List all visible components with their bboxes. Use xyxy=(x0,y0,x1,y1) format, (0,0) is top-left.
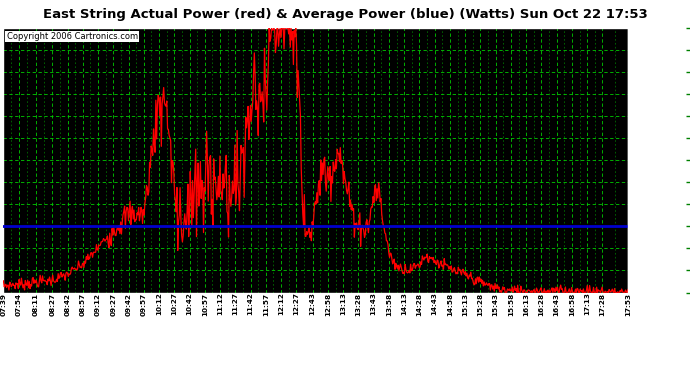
Text: 10:27: 10:27 xyxy=(171,292,177,315)
Text: 16:13: 16:13 xyxy=(523,292,529,315)
Text: 15:13: 15:13 xyxy=(462,292,469,315)
Text: 15:43: 15:43 xyxy=(493,292,499,315)
Text: 14:28: 14:28 xyxy=(416,292,422,315)
Text: 11:27: 11:27 xyxy=(233,292,238,315)
Text: 12:27: 12:27 xyxy=(293,292,299,315)
Text: 16:43: 16:43 xyxy=(553,292,560,315)
Text: 10:57: 10:57 xyxy=(201,292,208,315)
Text: 08:57: 08:57 xyxy=(80,292,86,316)
Text: 08:11: 08:11 xyxy=(33,292,39,315)
Text: 14:43: 14:43 xyxy=(432,292,437,315)
Text: 14:13: 14:13 xyxy=(401,292,407,315)
Text: 17:28: 17:28 xyxy=(600,292,605,315)
Text: 09:42: 09:42 xyxy=(126,292,132,315)
Text: 07:54: 07:54 xyxy=(16,292,21,315)
Text: 07:39: 07:39 xyxy=(1,292,6,315)
Text: 09:57: 09:57 xyxy=(141,292,147,316)
Text: 11:42: 11:42 xyxy=(248,292,254,315)
Text: 11:12: 11:12 xyxy=(217,292,223,315)
Text: East String Actual Power (red) & Average Power (blue) (Watts) Sun Oct 22 17:53: East String Actual Power (red) & Average… xyxy=(43,8,647,21)
Text: 15:58: 15:58 xyxy=(508,292,514,316)
Text: 12:43: 12:43 xyxy=(310,292,315,315)
Text: 13:43: 13:43 xyxy=(371,292,377,315)
Text: 13:58: 13:58 xyxy=(386,292,392,316)
Text: 08:27: 08:27 xyxy=(49,292,55,315)
Text: 17:13: 17:13 xyxy=(584,292,590,315)
Text: 09:12: 09:12 xyxy=(95,292,101,315)
Text: 12:12: 12:12 xyxy=(278,292,284,315)
Text: 08:42: 08:42 xyxy=(65,292,70,315)
Text: 10:12: 10:12 xyxy=(156,292,162,315)
Text: 15:28: 15:28 xyxy=(477,292,484,316)
Text: 16:28: 16:28 xyxy=(538,292,544,316)
Text: 09:27: 09:27 xyxy=(110,292,117,315)
Text: 10:42: 10:42 xyxy=(186,292,193,315)
Text: 14:58: 14:58 xyxy=(447,292,453,316)
Text: Copyright 2006 Cartronics.com: Copyright 2006 Cartronics.com xyxy=(7,32,138,41)
Text: 17:53: 17:53 xyxy=(625,292,631,315)
Text: 13:13: 13:13 xyxy=(340,292,346,315)
Text: 13:28: 13:28 xyxy=(355,292,362,315)
Text: 11:57: 11:57 xyxy=(263,292,269,315)
Text: 16:58: 16:58 xyxy=(569,292,575,316)
Text: 12:58: 12:58 xyxy=(325,292,331,316)
